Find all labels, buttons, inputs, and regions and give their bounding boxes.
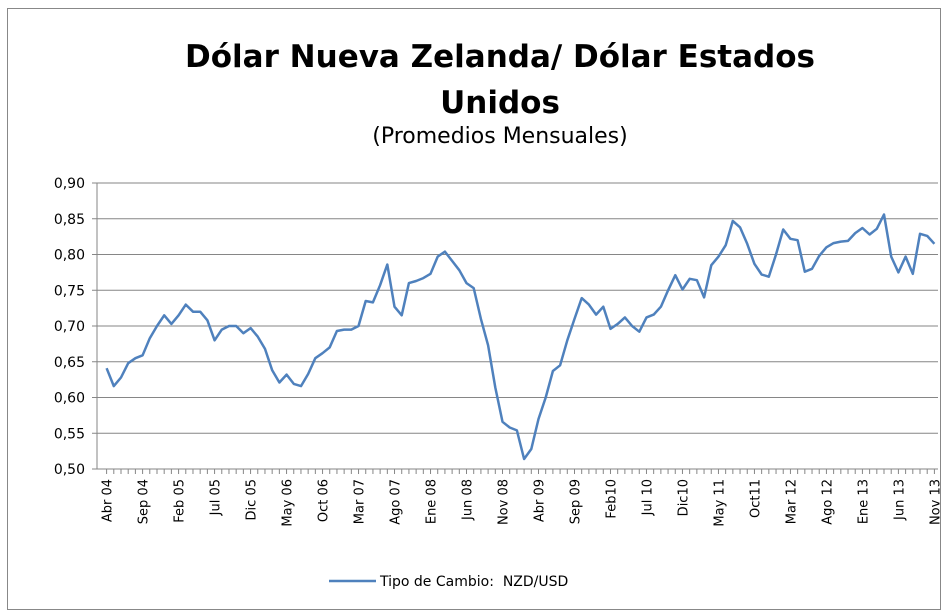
x-tick-label: Jun 08	[461, 479, 476, 521]
y-tick-label: 0,90	[54, 176, 85, 192]
y-tick-label: 0,65	[54, 355, 85, 371]
x-tick-label: Jun 13	[892, 479, 907, 521]
x-tick-label: Jul 10	[640, 479, 655, 516]
legend-label: Tipo de Cambio: NZD/USD	[379, 574, 568, 590]
y-tick-label: 0,70	[54, 319, 85, 335]
x-tick-label: Sep 04	[137, 479, 152, 524]
y-tick-label: 0,50	[54, 462, 85, 478]
y-tick-label: 0,55	[54, 426, 85, 442]
x-tick-label: Feb10	[604, 479, 619, 519]
y-tick-label: 0,75	[54, 283, 85, 299]
x-tick-label: Abr 09	[532, 479, 547, 522]
series-line	[105, 213, 936, 461]
y-tick-label: 0,60	[54, 391, 85, 407]
x-tick-label: Mar 12	[784, 479, 799, 524]
x-tick-label: Ene 13	[856, 479, 871, 524]
x-tick-label: Oct11	[748, 479, 763, 518]
x-tick-label: Sep 09	[568, 479, 583, 524]
x-tick-label: Feb 05	[173, 479, 188, 523]
x-tick-label: Ene 08	[425, 479, 440, 524]
y-tick-label: 0,80	[54, 248, 85, 264]
x-tick-label: Ago 07	[389, 479, 404, 525]
x-tick-label: May 11	[712, 479, 727, 527]
x-tick-label: Dic10	[676, 479, 691, 516]
x-tick-label: Nov 08	[497, 479, 512, 525]
x-tick-label: Nov 13	[928, 479, 943, 525]
y-tick-label: 0,85	[54, 212, 85, 228]
x-tick-label: Abr 04	[101, 479, 116, 522]
chart-subtitle: (Promedios Mensuales)	[372, 124, 628, 149]
chart-frame	[7, 8, 941, 610]
x-tick-label: May 06	[281, 479, 296, 527]
chart-title: Dólar Nueva Zelanda/ Dólar Estados Unido…	[185, 39, 815, 121]
x-tick-label: Dic 05	[245, 479, 260, 520]
x-tick-label: Jul 05	[209, 479, 224, 516]
x-tick-label: Ago 12	[820, 479, 835, 525]
x-tick-label: Mar 07	[353, 479, 368, 524]
x-tick-label: Oct 06	[317, 479, 332, 522]
